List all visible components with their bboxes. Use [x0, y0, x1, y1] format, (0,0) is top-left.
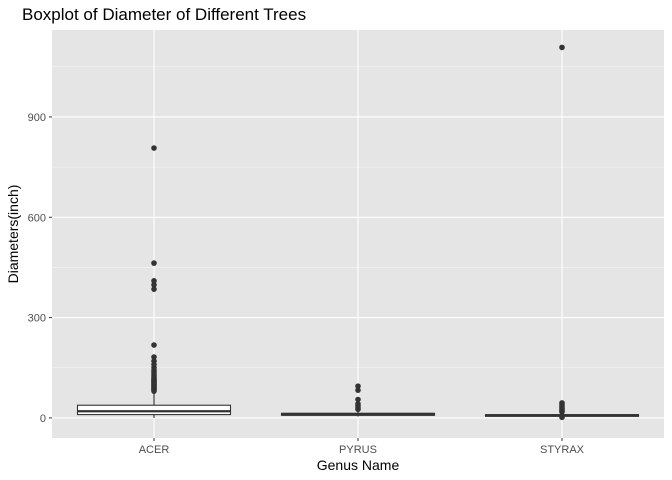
y-axis-title: Diameters(inch) [5, 185, 21, 284]
grid-lines [52, 30, 664, 438]
x-axis-ticks: ACER PYRUS STYRAX [139, 438, 585, 456]
outlier-point [355, 383, 361, 389]
x-tick-label: PYRUS [339, 444, 377, 456]
box-pyrus [280, 383, 436, 417]
outlier-point [559, 44, 565, 51]
chart-title: Boxplot of Diameter of Different Trees [22, 5, 306, 24]
outlier-point [151, 358, 157, 364]
outlier-point [151, 282, 157, 288]
x-tick-label: STYRAX [540, 444, 585, 456]
y-tick-label: 600 [28, 212, 46, 224]
x-axis-title: Genus Name [317, 457, 400, 473]
y-tick-label: 900 [28, 112, 46, 124]
x-tick-label: ACER [139, 444, 170, 456]
box-iqr [76, 404, 232, 416]
y-axis-ticks: 0 300 600 900 [28, 112, 52, 425]
outlier-point [355, 387, 361, 393]
outlier-point [559, 400, 565, 406]
outlier-point [355, 401, 361, 407]
outlier-point [151, 260, 157, 266]
boxes [76, 44, 640, 421]
outlier-point [151, 286, 157, 292]
box-acer [76, 145, 232, 418]
outlier-point [559, 414, 565, 421]
y-tick-label: 300 [28, 313, 46, 325]
outlier-point [151, 342, 157, 348]
y-tick-label: 0 [40, 413, 46, 425]
outlier-point [151, 145, 157, 151]
outlier-point [151, 278, 157, 284]
box-styrax [484, 44, 640, 421]
outlier-point [151, 354, 157, 360]
outlier-point [355, 396, 361, 403]
